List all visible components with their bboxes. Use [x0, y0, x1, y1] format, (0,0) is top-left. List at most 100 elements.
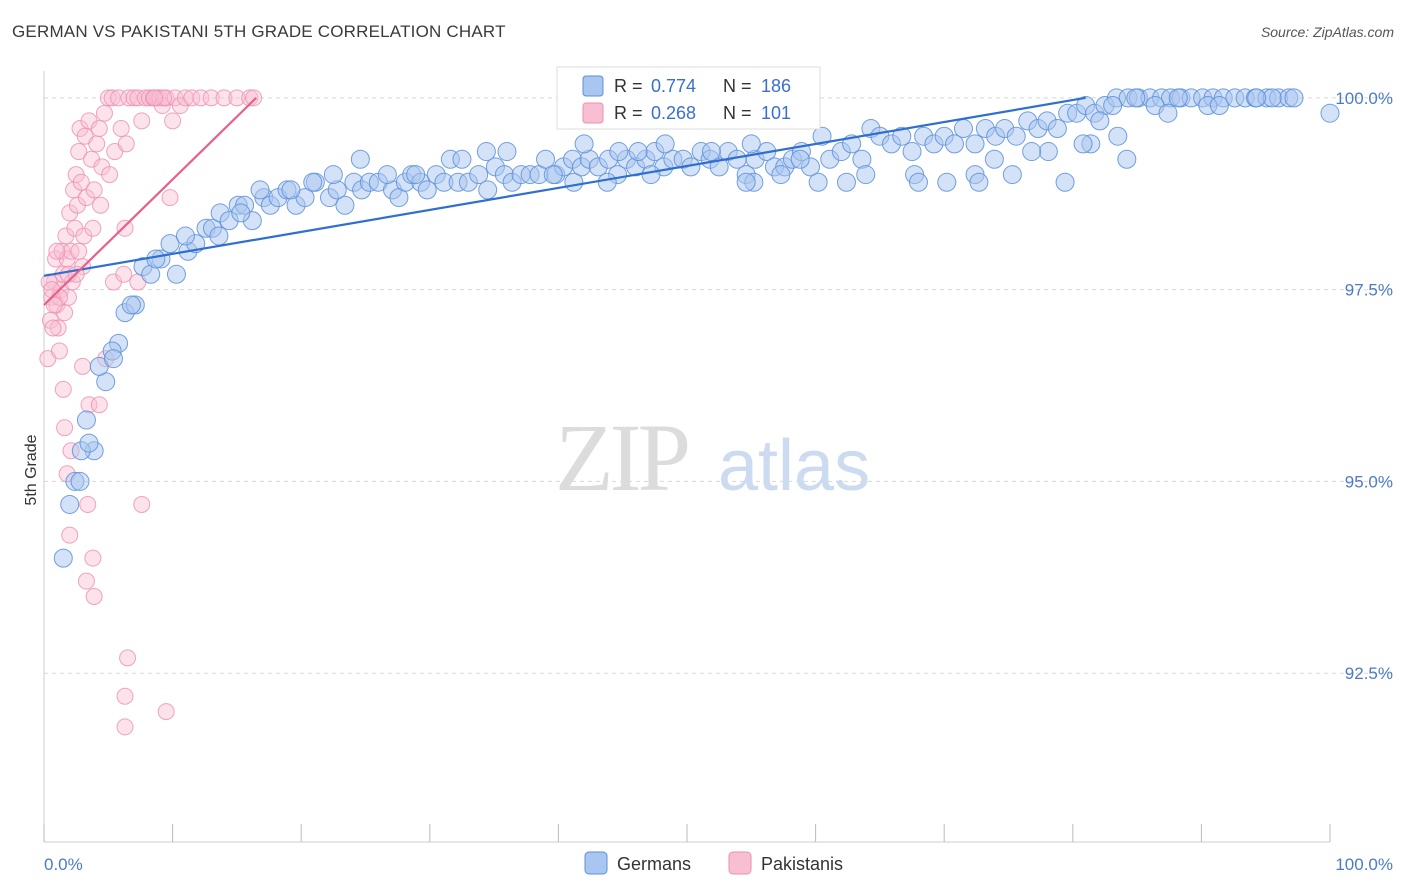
germans-series-swatch — [584, 851, 608, 875]
german-point — [1103, 96, 1123, 116]
pakistanis-points — [39, 89, 263, 736]
x-tick-label-max: 100.0% — [1335, 855, 1393, 874]
german-point — [1022, 142, 1042, 162]
german-point — [1108, 126, 1128, 146]
pakistani-point — [72, 173, 90, 191]
pakistani-point — [44, 319, 62, 337]
y-tick-label: 97.5% — [1345, 281, 1393, 300]
pakistani-point — [146, 89, 164, 107]
pakistani-point — [74, 357, 92, 375]
germans-r-label: R = — [614, 76, 643, 96]
pakistani-point — [61, 526, 79, 544]
pakistani-point — [133, 495, 151, 513]
pakistani-point — [84, 549, 102, 567]
german-point — [564, 172, 584, 192]
series-legend: Germans Pakistanis — [584, 851, 843, 875]
pakistani-point — [115, 265, 133, 283]
german-point — [478, 180, 498, 200]
german-point — [736, 172, 756, 192]
german-point — [1247, 88, 1267, 108]
germans-n-value: 186 — [761, 76, 791, 96]
pakistani-point — [63, 273, 81, 291]
source-label: Source: ZipAtlas.com — [1260, 24, 1394, 40]
pakistani-point — [133, 112, 151, 130]
pakistani-point — [215, 89, 233, 107]
pakistani-point — [88, 135, 106, 153]
pakistani-point — [245, 89, 263, 107]
pakistanis-series-label: Pakistanis — [761, 854, 843, 874]
pakistani-point — [116, 219, 134, 237]
german-point — [641, 165, 661, 185]
pakistanis-series-swatch — [728, 851, 752, 875]
pakistanis-r-value: 0.268 — [651, 103, 696, 123]
pakistani-point — [54, 380, 72, 398]
german-point — [76, 410, 96, 430]
pakistani-point — [116, 718, 134, 736]
germans-series-label: Germans — [617, 854, 691, 874]
pakistani-point — [202, 89, 220, 107]
y-axis-title: 5th Grade — [23, 434, 40, 505]
grid: 92.5% 95.0% 97.5% 100.0% — [44, 89, 1393, 683]
german-point — [1209, 96, 1229, 116]
pakistani-point — [85, 588, 103, 606]
chart-title: GERMAN VS PAKISTANI 5TH GRADE CORRELATIO… — [12, 22, 506, 41]
y-tick-label: 95.0% — [1345, 472, 1393, 491]
pakistanis-legend-swatch — [582, 102, 604, 124]
pakistanis-n-label: N = — [723, 103, 752, 123]
german-point — [536, 149, 556, 169]
pakistani-point — [49, 319, 67, 337]
pakistani-point — [43, 281, 61, 299]
german-point — [741, 134, 761, 154]
german-point — [892, 126, 912, 146]
germans-legend-swatch — [582, 75, 604, 97]
german-point — [231, 203, 251, 223]
watermark-zip: ZIP — [555, 404, 688, 511]
german-point — [121, 295, 141, 315]
germans-r-value: 0.774 — [651, 76, 696, 96]
pakistani-point — [50, 342, 68, 360]
german-point — [1055, 172, 1075, 192]
german-point — [984, 149, 1004, 169]
german-point — [79, 433, 99, 453]
german-point — [1126, 88, 1146, 108]
german-point — [655, 134, 675, 154]
german-point — [1320, 103, 1340, 123]
german-point — [808, 172, 828, 192]
german-point — [146, 249, 166, 269]
german-point — [1284, 88, 1304, 108]
pakistani-point — [103, 89, 121, 107]
german-point — [812, 126, 832, 146]
pakistani-point — [164, 112, 182, 130]
german-point — [175, 226, 195, 246]
german-point — [323, 165, 343, 185]
german-point — [1038, 142, 1058, 162]
german-point — [701, 142, 721, 162]
german-point — [303, 172, 323, 192]
pakistani-point — [70, 242, 88, 260]
german-point — [543, 165, 563, 185]
german-point — [250, 180, 270, 200]
german-point — [103, 349, 123, 369]
german-point — [856, 165, 876, 185]
german-point — [953, 119, 973, 139]
german-point — [497, 142, 517, 162]
german-point — [350, 149, 370, 169]
german-point — [902, 142, 922, 162]
german-point — [628, 142, 648, 162]
pakistani-point — [120, 89, 138, 107]
german-point — [937, 172, 957, 192]
germans-trend-line — [43, 96, 1086, 277]
pakistani-point — [85, 181, 103, 199]
pakistani-point — [99, 89, 117, 107]
german-point — [209, 226, 229, 246]
germans-n-label: N = — [723, 76, 752, 96]
pakistani-point — [79, 495, 97, 513]
german-point — [476, 142, 496, 162]
pakistani-point — [90, 120, 108, 138]
pakistani-point — [192, 89, 210, 107]
german-point — [609, 142, 629, 162]
pakistani-point — [117, 135, 135, 153]
watermark-atlas: atlas — [718, 426, 870, 506]
pakistani-point — [228, 89, 246, 107]
